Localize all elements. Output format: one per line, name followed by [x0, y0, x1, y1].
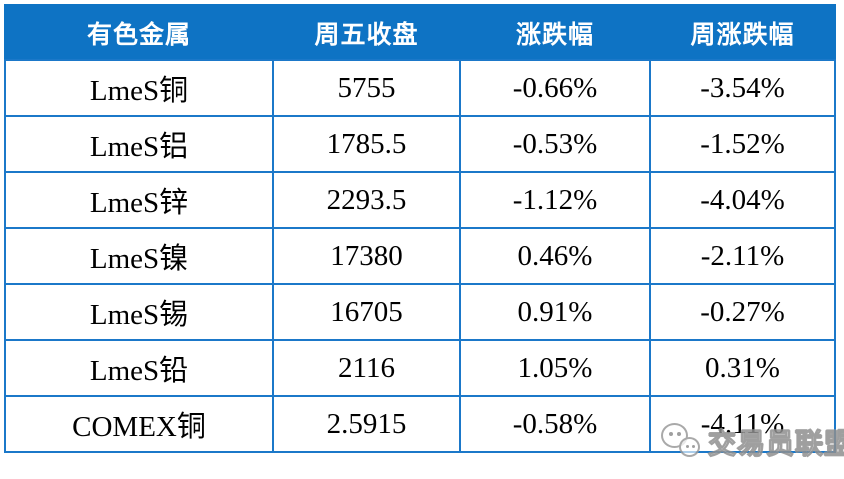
close-cell: 2116	[272, 339, 461, 397]
change-cell: -1.12%	[459, 171, 651, 229]
change-cell: -0.58%	[459, 395, 651, 453]
metal-name-cell: LmeS镍	[4, 227, 274, 285]
week-change-cell: -1.52%	[649, 115, 836, 173]
table-row: LmeS锡 16705 0.91% -0.27%	[4, 283, 836, 341]
week-change-cell: -4.11%	[649, 395, 836, 453]
change-cell: -0.53%	[459, 115, 651, 173]
change-cell: -0.66%	[459, 59, 651, 117]
close-cell: 1785.5	[272, 115, 461, 173]
week-change-cell: -4.04%	[649, 171, 836, 229]
header-week-change: 周涨跌幅	[649, 4, 836, 61]
table-row: LmeS铜 5755 -0.66% -3.54%	[4, 59, 836, 117]
metal-name-cell: LmeS铅	[4, 339, 274, 397]
header-change: 涨跌幅	[459, 4, 651, 61]
metal-name-cell: LmeS铜	[4, 59, 274, 117]
close-cell: 16705	[272, 283, 461, 341]
metals-table-container: 有色金属 周五收盘 涨跌幅 周涨跌幅 LmeS铜 5755 -0.66% -3.…	[4, 4, 836, 453]
close-cell: 2293.5	[272, 171, 461, 229]
change-cell: 0.91%	[459, 283, 651, 341]
table-row: LmeS铝 1785.5 -0.53% -1.52%	[4, 115, 836, 173]
table-row: LmeS锌 2293.5 -1.12% -4.04%	[4, 171, 836, 229]
week-change-cell: -2.11%	[649, 227, 836, 285]
metal-name-cell: LmeS铝	[4, 115, 274, 173]
table-body: LmeS铜 5755 -0.66% -3.54% LmeS铝 1785.5 -0…	[4, 59, 836, 453]
table-row: COMEX铜 2.5915 -0.58% -4.11%	[4, 395, 836, 453]
metal-name-cell: LmeS锡	[4, 283, 274, 341]
metal-name-cell: COMEX铜	[4, 395, 274, 453]
close-cell: 17380	[272, 227, 461, 285]
close-cell: 5755	[272, 59, 461, 117]
table-row: LmeS铅 2116 1.05% 0.31%	[4, 339, 836, 397]
header-friday-close: 周五收盘	[272, 4, 461, 61]
metal-name-cell: LmeS锌	[4, 171, 274, 229]
change-cell: 1.05%	[459, 339, 651, 397]
week-change-cell: 0.31%	[649, 339, 836, 397]
week-change-cell: -3.54%	[649, 59, 836, 117]
table-header-row: 有色金属 周五收盘 涨跌幅 周涨跌幅	[4, 4, 836, 61]
metals-table: 有色金属 周五收盘 涨跌幅 周涨跌幅 LmeS铜 5755 -0.66% -3.…	[4, 4, 836, 453]
table-row: LmeS镍 17380 0.46% -2.11%	[4, 227, 836, 285]
close-cell: 2.5915	[272, 395, 461, 453]
week-change-cell: -0.27%	[649, 283, 836, 341]
header-metal: 有色金属	[4, 4, 274, 61]
change-cell: 0.46%	[459, 227, 651, 285]
